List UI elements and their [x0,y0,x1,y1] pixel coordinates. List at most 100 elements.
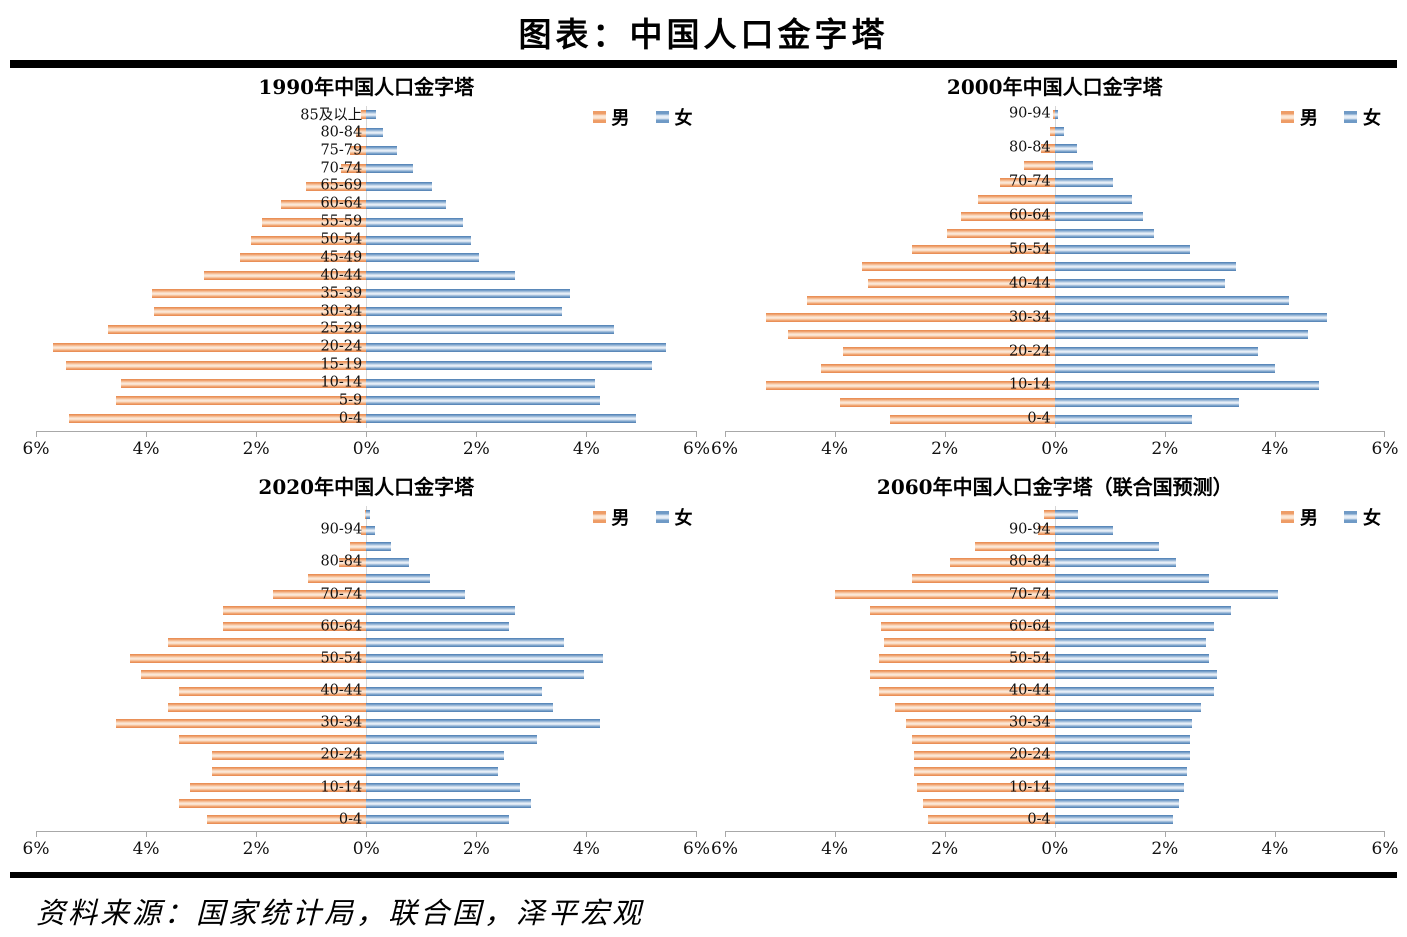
pyramid-row: 10-14 [725,779,1386,795]
pyramid-row [725,799,1386,809]
female-bar [1054,313,1328,323]
age-group-label: 20-24 [1008,746,1051,763]
x-axis [724,431,1385,438]
age-group-label: 45-49 [320,249,363,266]
male-bar [168,638,367,648]
pyramid-row: 80-84 [36,124,697,140]
pyramid-row: 35-39 [36,285,697,301]
male-bar [999,177,1055,187]
pyramid-row: 30-34 [36,715,697,731]
age-group-label: 80-84 [320,553,363,570]
pyramid-row: 50-54 [36,650,697,666]
age-group-label: 90-94 [320,521,363,538]
male-bar [870,670,1055,680]
age-group-label: 50-54 [1008,650,1051,667]
male-bar [69,414,367,424]
chart-2000: 2000年中国人口金字塔 男 女 90-94 80-84 70-74 60-64 50-… [711,68,1400,468]
zero-axis-line [366,506,368,828]
age-group-label: 50-54 [1008,241,1051,258]
age-group-label: 50-54 [320,650,363,667]
age-group-label: 20-24 [320,746,363,763]
male-bar [305,181,367,191]
male-bar [1038,525,1055,535]
pyramid-row: 30-34 [36,303,697,319]
axis-tick [1164,432,1166,437]
axis-tick-label: 2% [242,839,270,859]
age-group-label: 0-4 [1027,811,1051,828]
female-bar [366,750,504,760]
female-bar [1054,606,1231,616]
axis-tick-label: 2% [242,439,270,459]
axis-tick [724,432,726,437]
chart-title: 2000年中国人口金字塔 [946,75,1163,99]
age-group-label: 20-24 [320,338,363,355]
x-axis [36,831,697,838]
pyramid-row: 60-64 [36,196,697,212]
axis-tick [36,432,37,437]
pyramid-rows: 90-94 80-84 70-74 60-64 50-54 40-44 30-34 20-24… [36,506,697,828]
female-bar [1054,799,1179,809]
plot-area: 85及以上 80-84 75-79 70-74 65-69 60-64 55-59 50-54… [36,106,697,428]
axis-tick [586,832,588,837]
axis-tick [476,432,478,437]
pyramid-row [725,330,1386,340]
female-bar [1054,177,1113,187]
axis-tick [146,832,148,837]
male-bar [974,541,1055,551]
female-bar [1054,767,1187,777]
axis-tick [1274,832,1276,837]
male-bar [212,750,367,760]
female-bar [366,606,515,616]
legend-item-female: 女 [1344,504,1381,530]
pyramid-row: 40-44 [36,682,697,698]
male-bar [961,211,1055,221]
male-bar [1053,109,1055,119]
chart-title: 2060年中国人口金字塔（联合国预测） [876,475,1233,499]
female-bar [366,289,570,299]
pyramid-row: 0-4 [725,411,1386,427]
male-bar [842,347,1055,357]
axis-tick-label: 4% [821,839,849,859]
male-bar [1050,126,1055,136]
legend-item-female: 女 [655,104,693,130]
pyramid-row: 65-69 [36,178,697,194]
pyramid-row: 40-44 [725,682,1386,698]
pyramid-row: 70-74 [36,586,697,602]
plot-area: 90-94 80-84 70-74 60-64 50-54 40-44 30-34 20-24… [36,506,697,828]
legend: 男 女 [1281,504,1381,530]
axis-tick [256,832,258,837]
x-axis-labels: 6% 4% 2% 0% 2% 4% 6% [711,838,1398,862]
pyramid-row: 40-44 [725,275,1386,291]
male-bar [1024,160,1055,170]
age-group-label: 90-94 [1008,521,1051,538]
pyramid-row [725,606,1386,616]
male-bar [895,702,1055,712]
male-bar [179,734,367,744]
female-bar [1054,414,1193,424]
female-bar [366,181,433,191]
legend-item-female: 女 [1344,104,1381,130]
pyramid-rows: 85及以上 80-84 75-79 70-74 65-69 60-64 55-59 50-54… [36,106,697,428]
male-bar [129,654,367,664]
male-bar [154,307,367,317]
male-bar [66,360,367,370]
axis-tick [36,832,37,837]
axis-tick-label: 0% [1041,839,1069,859]
male-swatch-icon [1281,111,1294,123]
axis-tick [695,832,697,837]
pyramid-row: 50-54 [36,231,697,247]
female-bar [1054,364,1275,374]
age-group-label: 0-4 [338,811,363,828]
male-bar [151,289,367,299]
age-group-label: 5-9 [338,392,363,409]
female-bar [366,767,499,777]
male-bar [349,146,367,156]
age-group-label: 0-4 [1027,410,1051,427]
chart-2020: 2020年中国人口金字塔 男 女 90-94 80-84 70-74 60-64 50-… [22,468,711,872]
male-bar [928,815,1055,825]
age-group-label: 40-44 [320,682,363,699]
axis-tick [1274,432,1276,437]
male-bar [820,364,1055,374]
female-bar [1054,296,1289,306]
pyramid-row: 20-24 [725,747,1386,763]
